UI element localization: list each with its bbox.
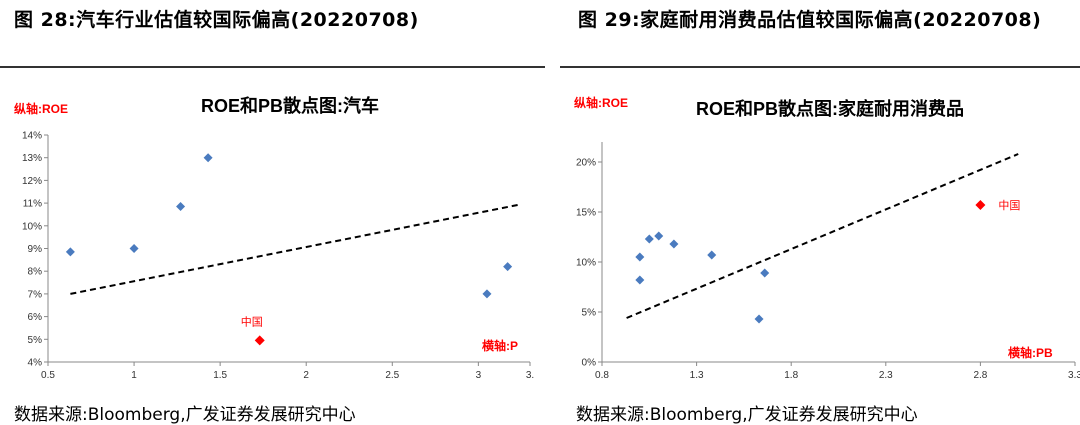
y-tick-label: 5% [28,335,43,346]
data-point [176,202,186,212]
y-axis-tag: 纵轴:ROE [574,95,628,110]
y-tick-label: 13% [22,153,42,164]
x-tick-label: 2.3 [879,370,893,381]
source-note: 数据来源:Bloomberg,广发证券发展研究中心 [14,405,356,425]
data-point [482,289,492,299]
x-tick-label: 2.8 [973,370,987,381]
data-point [65,247,75,257]
y-tick-label: 6% [28,312,43,323]
data-point [635,275,645,285]
y-tick-label: 9% [28,244,43,255]
data-point [754,314,764,324]
x-tick-label: 1 [131,370,137,381]
y-tick-label: 7% [28,289,43,300]
data-point [635,252,645,262]
data-point [669,239,679,249]
data-point [760,268,770,278]
data-point [129,244,139,253]
y-tick-label: 4% [28,358,43,369]
highlight-point-china [254,335,265,346]
x-tick-label: 0.8 [595,370,609,381]
y-tick-label: 11% [23,199,42,210]
highlight-label-china: 中国 [241,315,263,328]
figure-heading: 图 28:汽车行业估值较国际偏高(20220708) [14,9,419,31]
x-tick-label: 3. [526,370,534,381]
scatter-chart-auto: ROE和PB散点图:汽车 纵轴:ROE 横轴:P 4% 5% 6% 7% 8% 9% 10% 11%… [14,95,534,381]
y-tick-label: 10% [576,258,596,269]
data-point [654,231,664,241]
heading-rule [560,66,1080,68]
data-point [644,234,654,244]
data-point [707,250,717,260]
y-tick-label: 0% [582,358,597,369]
data-point [203,153,213,163]
chart-title: ROE和PB散点图:家庭耐用消费品 [696,98,964,119]
scatter-chart-appliances: ROE和PB散点图:家庭耐用消费品 纵轴:ROE 横轴:PB 0% 5% 10% 15% 20… [574,95,1080,381]
y-tick-label: 8% [28,267,43,278]
data-point [503,262,513,272]
x-axis-tag: 横轴:PB [1008,345,1053,360]
figure-29: 图 29:家庭耐用消费品估值较国际偏高(20220708) ROE和PB散点图:… [560,0,1080,425]
x-tick-label: 1.5 [213,370,227,381]
y-tick-label: 5% [582,308,597,319]
trend-line [626,153,1019,319]
y-tick-label: 20% [576,158,596,169]
y-axis-tag: 纵轴:ROE [14,101,68,116]
y-tick-label: 14% [22,131,42,142]
y-tick-label: 12% [22,176,42,187]
highlight-point-china [975,200,986,210]
figure-heading: 图 29:家庭耐用消费品估值较国际偏高(20220708) [578,9,1042,31]
y-tick-label: 15% [576,208,596,219]
trend-line [70,203,522,295]
x-tick-label: 1.3 [690,370,704,381]
x-tick-label: 0.5 [41,370,55,381]
x-tick-label: 2 [303,370,309,381]
x-axis-tag: 横轴:P [482,338,518,353]
chart-title: ROE和PB散点图:汽车 [201,95,379,116]
x-tick-label: 3.3 [1068,370,1080,381]
x-tick-label: 1.8 [784,370,798,381]
y-tick-label: 10% [22,221,42,232]
x-tick-label: 2.5 [385,370,399,381]
x-tick-label: 3 [476,370,482,381]
highlight-label-china: 中国 [998,199,1020,212]
figure-28: 图 28:汽车行业估值较国际偏高(20220708) ROE和PB散点图:汽车 纵… [0,9,545,425]
source-note: 数据来源:Bloomberg,广发证券发展研究中心 [576,405,918,425]
heading-rule [0,66,545,68]
